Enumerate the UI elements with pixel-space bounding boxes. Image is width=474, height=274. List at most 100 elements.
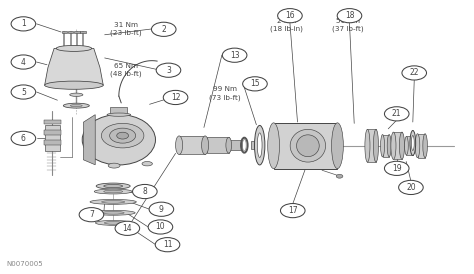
Ellipse shape bbox=[95, 220, 131, 225]
Circle shape bbox=[243, 77, 267, 91]
Ellipse shape bbox=[175, 136, 182, 155]
Text: 20: 20 bbox=[406, 183, 416, 192]
Bar bbox=[44, 140, 61, 145]
Circle shape bbox=[384, 161, 409, 175]
Bar bbox=[74, 31, 80, 33]
Ellipse shape bbox=[411, 136, 414, 150]
Ellipse shape bbox=[255, 125, 265, 165]
Ellipse shape bbox=[104, 184, 123, 188]
Bar bbox=[44, 130, 61, 135]
Ellipse shape bbox=[82, 115, 155, 165]
Circle shape bbox=[163, 90, 188, 105]
Circle shape bbox=[11, 55, 36, 69]
Ellipse shape bbox=[411, 136, 414, 155]
Ellipse shape bbox=[107, 113, 131, 116]
Ellipse shape bbox=[268, 123, 280, 169]
Bar bbox=[406, 136, 412, 155]
Ellipse shape bbox=[365, 129, 370, 162]
Bar bbox=[230, 140, 242, 150]
Circle shape bbox=[399, 180, 423, 195]
Bar bbox=[179, 136, 205, 155]
Ellipse shape bbox=[70, 93, 83, 96]
Text: 11: 11 bbox=[163, 240, 172, 249]
Circle shape bbox=[278, 8, 302, 23]
Text: 14: 14 bbox=[123, 224, 132, 233]
Bar bbox=[68, 31, 73, 33]
Text: 9: 9 bbox=[159, 205, 164, 214]
Text: 16: 16 bbox=[285, 11, 295, 20]
Text: 1: 1 bbox=[21, 19, 26, 28]
Ellipse shape bbox=[374, 129, 379, 162]
Ellipse shape bbox=[101, 123, 144, 148]
Bar bbox=[45, 125, 60, 151]
Circle shape bbox=[149, 202, 173, 216]
Bar bbox=[393, 132, 402, 159]
Ellipse shape bbox=[102, 212, 124, 214]
Text: 15: 15 bbox=[250, 79, 260, 88]
Ellipse shape bbox=[45, 81, 103, 89]
Text: 3: 3 bbox=[166, 66, 171, 75]
Ellipse shape bbox=[101, 201, 125, 203]
Text: 2: 2 bbox=[161, 25, 166, 34]
Ellipse shape bbox=[64, 103, 89, 108]
Circle shape bbox=[156, 63, 181, 77]
Circle shape bbox=[402, 66, 427, 80]
Circle shape bbox=[115, 221, 140, 235]
Ellipse shape bbox=[423, 134, 428, 158]
Circle shape bbox=[281, 204, 305, 218]
Bar bbox=[418, 134, 425, 158]
Text: 22: 22 bbox=[410, 68, 419, 78]
Circle shape bbox=[222, 48, 247, 62]
Circle shape bbox=[11, 17, 36, 31]
Text: 8: 8 bbox=[143, 187, 147, 196]
Ellipse shape bbox=[142, 162, 153, 166]
Bar bbox=[62, 31, 67, 33]
Polygon shape bbox=[45, 48, 103, 85]
Bar bbox=[367, 129, 376, 162]
Text: 65 Nm
(48 lb-ft): 65 Nm (48 lb-ft) bbox=[110, 63, 142, 77]
Ellipse shape bbox=[387, 135, 391, 157]
Circle shape bbox=[152, 22, 176, 36]
Ellipse shape bbox=[381, 135, 384, 157]
Text: 4: 4 bbox=[21, 58, 26, 67]
Text: 50 Nm
(37 lb-ft): 50 Nm (37 lb-ft) bbox=[332, 18, 364, 32]
Circle shape bbox=[11, 85, 36, 99]
Circle shape bbox=[148, 220, 173, 234]
Text: 6: 6 bbox=[21, 134, 26, 143]
Ellipse shape bbox=[71, 105, 82, 107]
Bar bbox=[273, 123, 337, 169]
Ellipse shape bbox=[400, 132, 404, 159]
Circle shape bbox=[336, 174, 343, 178]
Ellipse shape bbox=[226, 137, 232, 153]
Polygon shape bbox=[83, 115, 95, 165]
Ellipse shape bbox=[405, 136, 408, 155]
Bar bbox=[44, 119, 61, 124]
Circle shape bbox=[155, 238, 180, 252]
Bar bbox=[251, 141, 263, 149]
Ellipse shape bbox=[109, 128, 136, 143]
Ellipse shape bbox=[104, 221, 122, 224]
Ellipse shape bbox=[94, 189, 132, 194]
Ellipse shape bbox=[96, 183, 130, 189]
Ellipse shape bbox=[257, 133, 262, 158]
Circle shape bbox=[133, 184, 157, 199]
Text: N0070005: N0070005 bbox=[6, 261, 43, 267]
Circle shape bbox=[337, 8, 362, 23]
Text: 10: 10 bbox=[155, 222, 165, 232]
Text: 21: 21 bbox=[392, 109, 401, 118]
Ellipse shape bbox=[104, 190, 123, 193]
Ellipse shape bbox=[201, 136, 209, 155]
Bar bbox=[110, 107, 127, 115]
Text: 18: 18 bbox=[345, 11, 354, 20]
Ellipse shape bbox=[391, 132, 396, 159]
Ellipse shape bbox=[56, 45, 91, 52]
Text: 7: 7 bbox=[89, 210, 94, 219]
Ellipse shape bbox=[415, 134, 420, 158]
Circle shape bbox=[11, 131, 36, 145]
Text: 2 Nm
(18 lb-in): 2 Nm (18 lb-in) bbox=[270, 18, 303, 32]
Bar bbox=[208, 137, 229, 153]
Ellipse shape bbox=[297, 135, 319, 157]
Bar bbox=[80, 31, 86, 33]
Ellipse shape bbox=[91, 210, 135, 215]
Ellipse shape bbox=[117, 132, 128, 139]
